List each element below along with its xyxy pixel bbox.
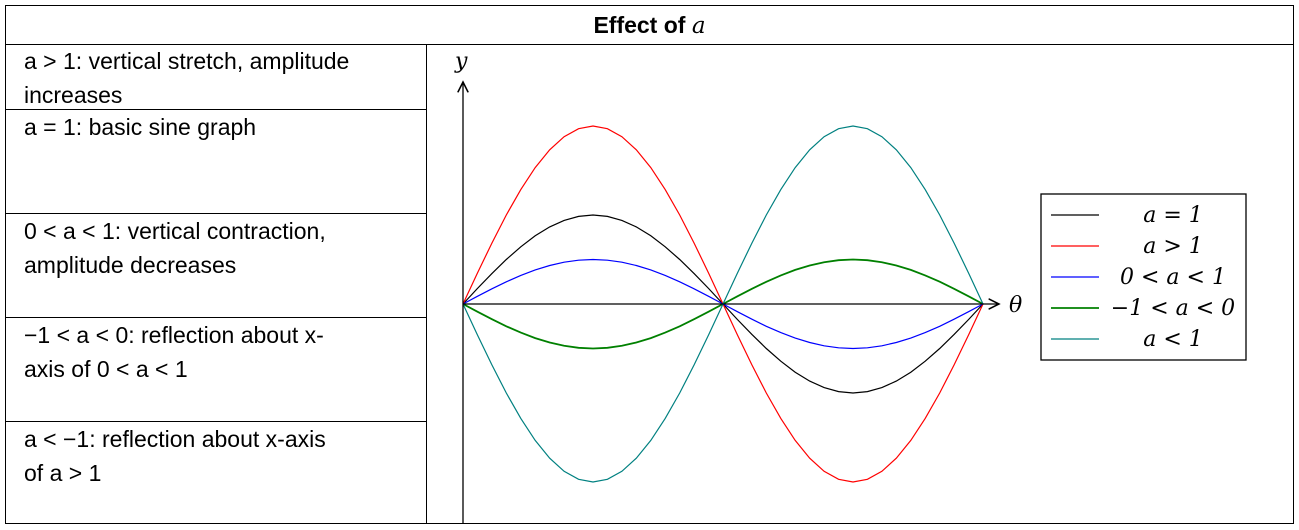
legend-label-2: 0 < a < 1: [1120, 265, 1226, 290]
row-a-between-0-1: 0 < a < 1: vertical contraction, amplitu…: [6, 214, 426, 318]
row-text-line2: amplitude decreases: [24, 252, 237, 278]
row-text-line1: a > 1: vertical stretch, amplitude: [24, 48, 350, 74]
sine-chart: y θ a = 1 a > 1 0 < a < 1 −1 < a < 0 a < 1: [454, 49, 1247, 526]
y-axis-label: y: [454, 49, 468, 74]
table-title-variable: a: [691, 13, 706, 39]
row-text-line1: −1 < a < 0: reflection about x-: [24, 322, 324, 348]
legend-label-1: a > 1: [1143, 234, 1203, 259]
legend-box: [1040, 193, 1247, 361]
row-text-line1: 0 < a < 1: vertical contraction,: [24, 218, 326, 244]
description-column: a > 1: vertical stretch, amplitude incre…: [6, 44, 427, 523]
row-a-between-neg1-0: −1 < a < 0: reflection about x- axis of …: [6, 318, 426, 422]
legend-label-4: a < 1: [1143, 327, 1203, 352]
chart-area: y θ a = 1 a > 1 0 < a < 1 −1 < a < 0 a < 1: [427, 44, 1293, 526]
legend-label-0: a = 1: [1143, 203, 1203, 228]
legend-label-3: −1 < a < 0: [1111, 296, 1235, 321]
effect-table: Effect of a a > 1: vertical stretch, amp…: [5, 5, 1294, 526]
row-text-line2: increases: [24, 82, 123, 108]
x-axis-label: θ: [1009, 293, 1022, 318]
row-text-line2: of a > 1: [24, 460, 102, 486]
row-text-line2: axis of 0 < a < 1: [24, 356, 188, 382]
legend: a = 1 a > 1 0 < a < 1 −1 < a < 0 a < 1: [1040, 193, 1247, 361]
table-title-text: Effect of: [593, 12, 686, 38]
row-a-less-neg1: a < −1: reflection about x-axis of a > 1: [6, 422, 426, 523]
row-a-greater-1: a > 1: vertical stretch, amplitude incre…: [6, 44, 426, 110]
row-text-line1: a = 1: basic sine graph: [24, 114, 257, 140]
row-a-equals-1: a = 1: basic sine graph: [6, 110, 426, 214]
table-title: Effect of a: [6, 6, 1293, 45]
row-text-line1: a < −1: reflection about x-axis: [24, 426, 326, 452]
